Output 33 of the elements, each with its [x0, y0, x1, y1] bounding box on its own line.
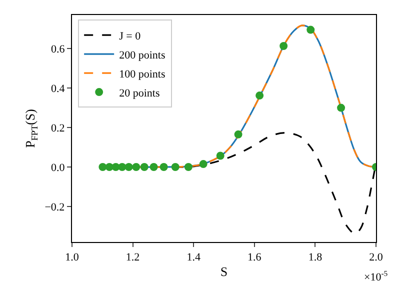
- legend-label: 200 points: [119, 49, 166, 62]
- point: [306, 26, 315, 34]
- legend-label: 100 points: [119, 68, 166, 80]
- point: [199, 160, 208, 168]
- point: [256, 92, 264, 100]
- y-tick-label: 0.4: [50, 82, 66, 95]
- text: ×10$^{-5}$: [364, 269, 388, 284]
- y-tick-label: −0.2: [44, 201, 65, 214]
- y-tick-label: 0.2: [50, 122, 65, 134]
- x-tick-label: 1.0: [65, 251, 80, 264]
- point: [337, 104, 346, 112]
- x-tick-label: 1.2: [126, 251, 140, 264]
- y-tick-label: 0.6: [50, 43, 66, 56]
- y-tick-label: 0.0: [50, 162, 66, 174]
- point: [98, 162, 107, 171]
- legend-label: 20 points: [119, 87, 160, 100]
- point: [124, 162, 133, 171]
- point: [160, 162, 168, 171]
- x-tick-label: 2.0: [369, 251, 384, 264]
- point: [132, 162, 140, 171]
- point: [280, 42, 288, 50]
- point: [234, 130, 242, 138]
- x-tick-label: 1.4: [186, 251, 201, 264]
- point: [118, 162, 126, 171]
- point: [184, 162, 192, 171]
- x-tick-label: 1.8: [308, 251, 323, 264]
- point: [171, 162, 180, 171]
- point: [140, 162, 148, 171]
- point: [216, 152, 224, 160]
- x-axis-title: S: [220, 264, 228, 279]
- legend-label: J = 0: [119, 30, 142, 42]
- point: [150, 162, 158, 171]
- x-tick-label: 1.6: [248, 251, 262, 264]
